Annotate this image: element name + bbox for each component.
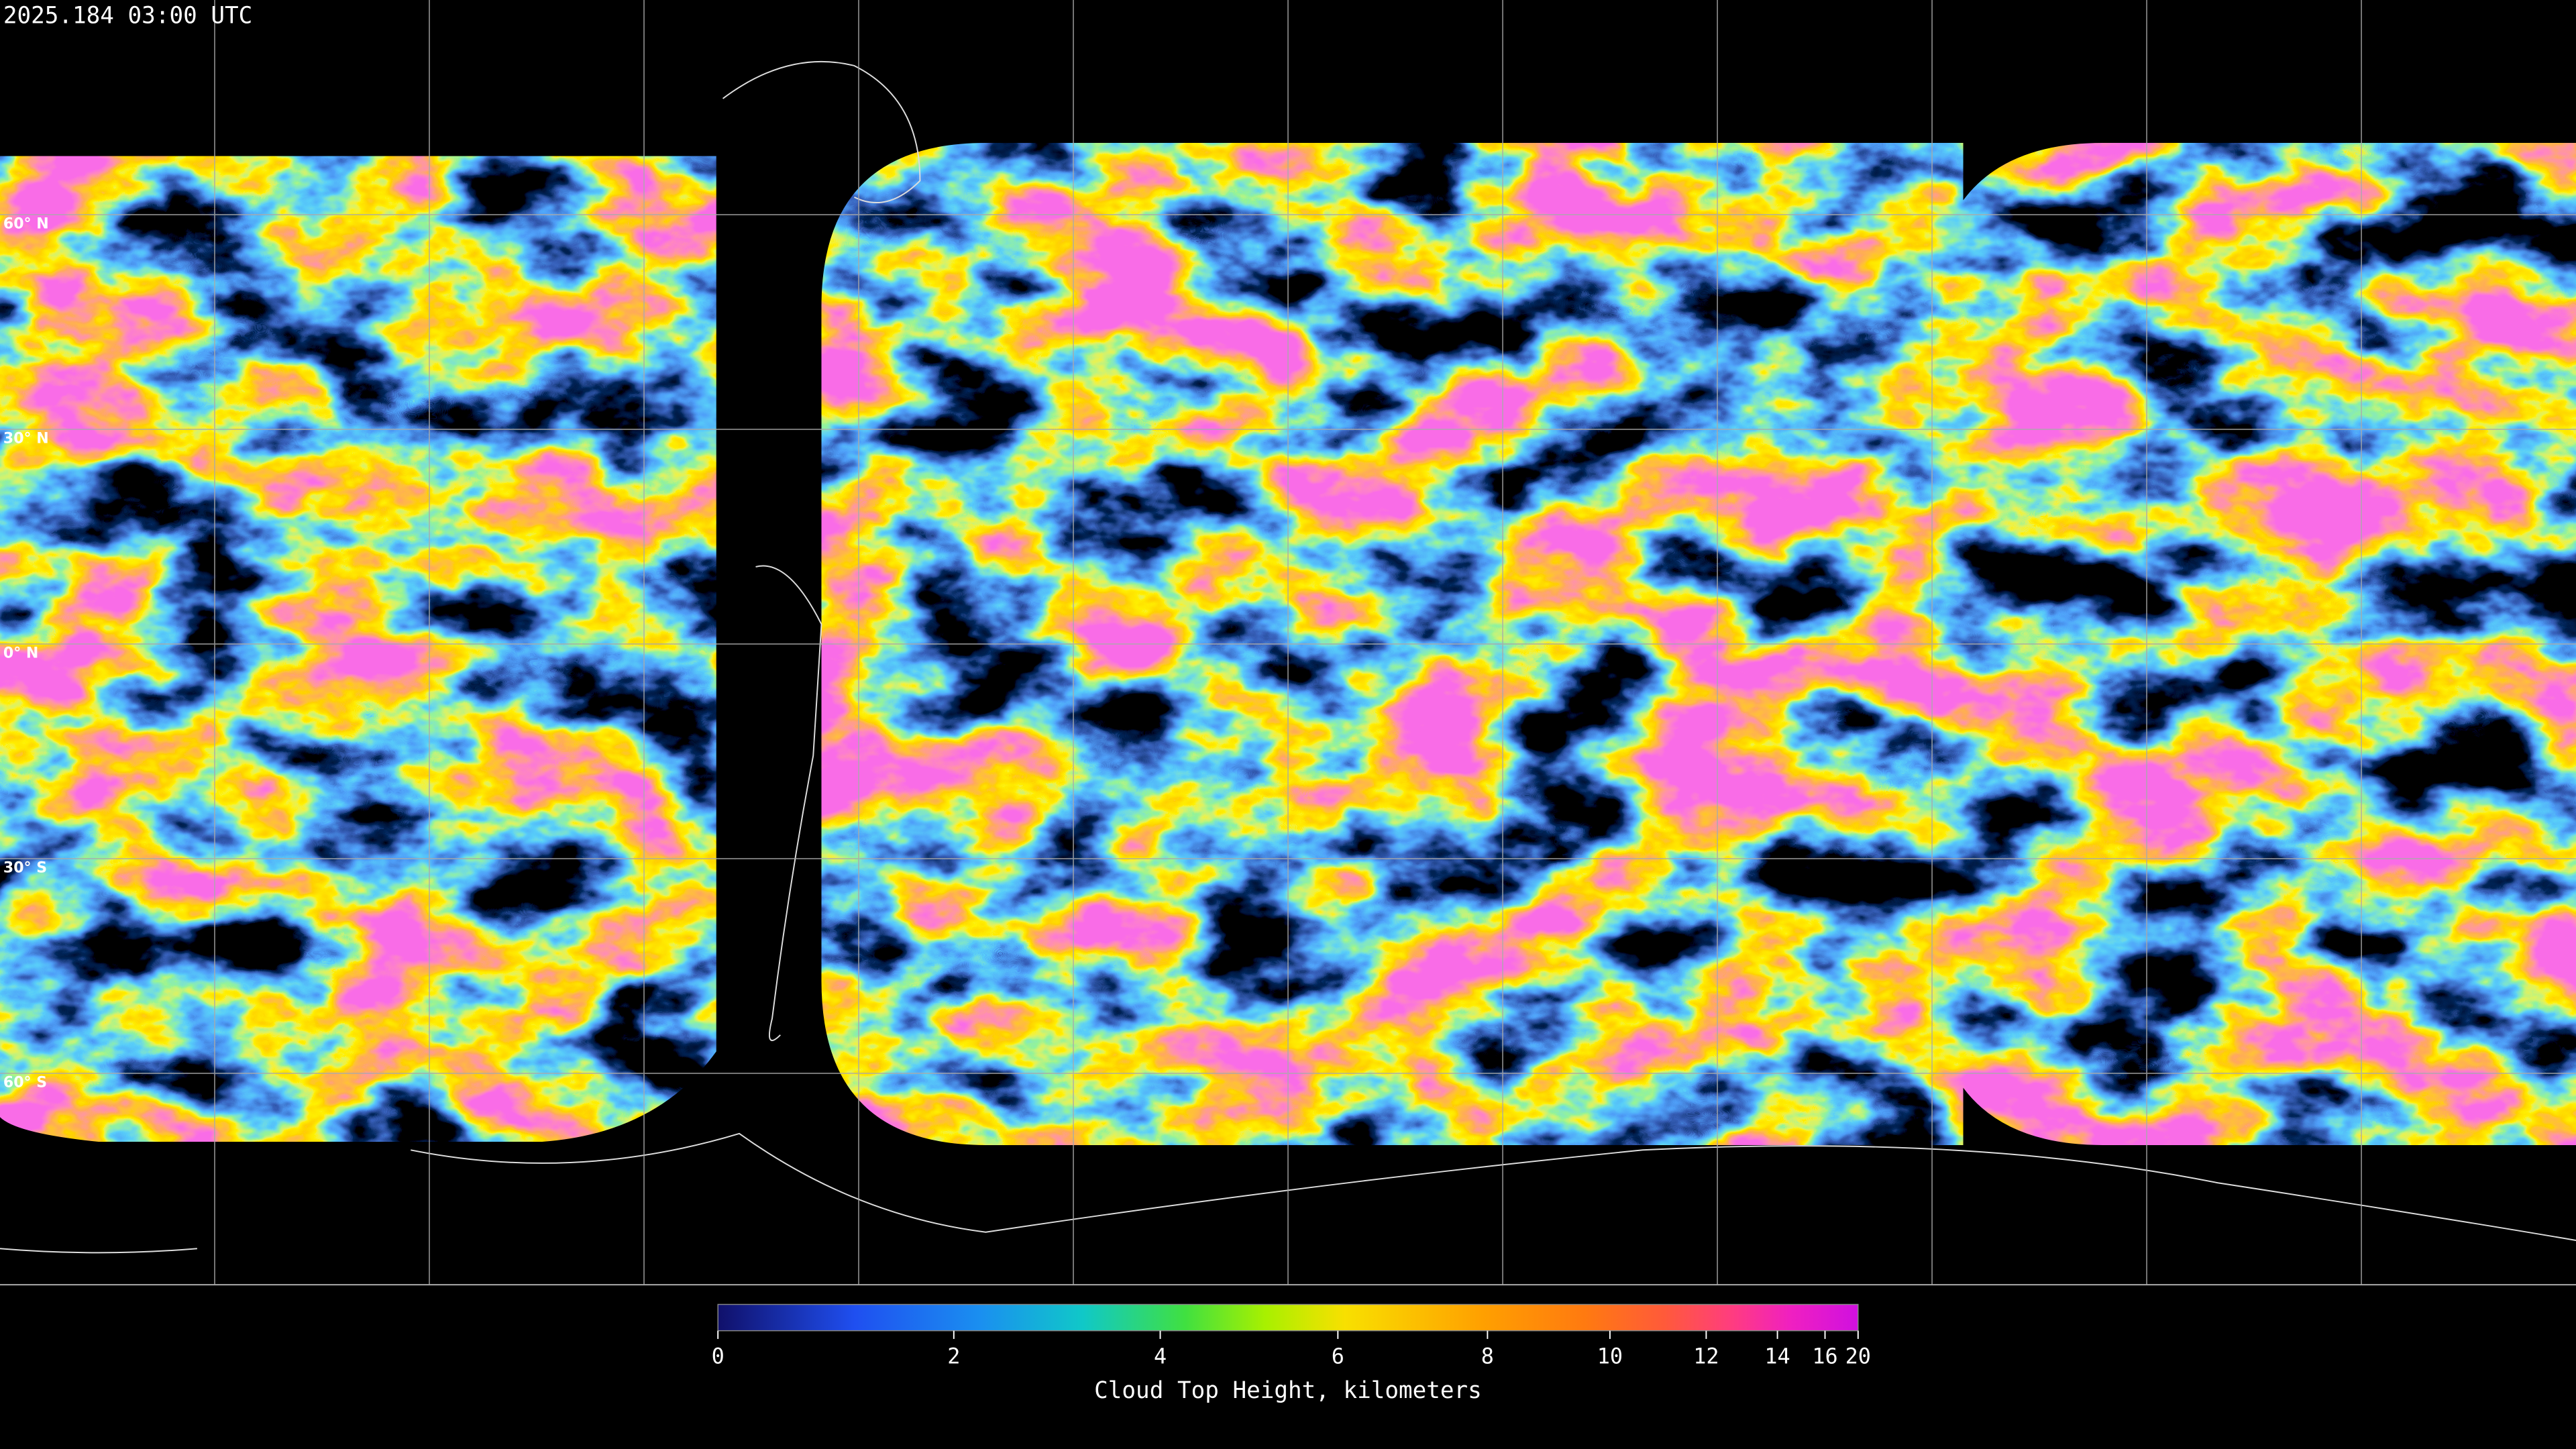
colorbar-ticks: 0 2 4 6 8 10 12 14 16 20 [712, 1330, 1871, 1369]
latitude-labels: 60° N 30° N 0° N 30° S 60° S [3, 216, 49, 1091]
colorbar-tick-label: 12 [1693, 1344, 1719, 1369]
graticule [0, 0, 2576, 1285]
colorbar-tick-label: 14 [1764, 1344, 1790, 1369]
colorbar [717, 1303, 1859, 1332]
coastline [755, 565, 822, 1041]
coastline [0, 1248, 197, 1254]
colorbar-tick-label: 16 [1812, 1344, 1837, 1369]
colorbar-tick-label: 20 [1845, 1344, 1871, 1369]
colorbar-tick-label: 2 [947, 1344, 960, 1369]
colorbar-tick-label: 6 [1332, 1344, 1344, 1369]
colorbar-tick-label: 4 [1154, 1344, 1167, 1369]
coastline [722, 60, 921, 203]
timestamp: 2025.184 03:00 UTC [3, 2, 252, 29]
coastlines [0, 60, 2576, 1254]
latitude-label: 30° S [3, 860, 47, 877]
coastline [411, 1132, 2576, 1241]
latitude-label: 0° N [3, 645, 38, 662]
latitude-label: 60° N [3, 216, 49, 233]
colorbar-tick-label: 8 [1481, 1344, 1494, 1369]
latitude-label: 30° N [3, 431, 49, 447]
colorbar-tick-label: 10 [1597, 1344, 1623, 1369]
colorbar-title: Cloud Top Height, kilometers [1094, 1377, 1482, 1404]
colorbar-tick-label: 0 [712, 1344, 724, 1369]
latitude-label: 60° S [3, 1075, 47, 1091]
